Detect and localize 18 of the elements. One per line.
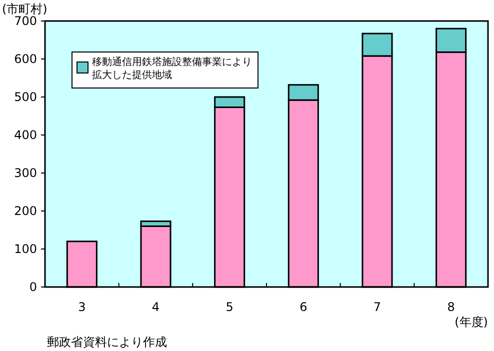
x-tick-label: 3 [78,300,86,314]
x-tick-label: 5 [226,300,234,314]
y-tick-label: 300 [14,166,37,180]
y-tick-label: 500 [14,90,37,104]
x-tick-label: 6 [300,300,308,314]
y-tick-label: 0 [29,280,37,294]
x-tick-label: 7 [373,300,382,314]
y-axis-title: (市町村) [2,2,48,16]
y-tick-label: 200 [14,204,37,218]
y-tick-label: 700 [14,14,37,28]
x-tick-label: 4 [152,300,160,314]
x-axis-title: (年度) [454,315,488,329]
y-tick-label: 100 [14,242,37,256]
y-tick-label: 400 [14,128,37,142]
x-tick-label: 8 [447,300,455,314]
text: 郵政省資料により作成 [47,335,167,349]
y-tick-label: 600 [14,52,37,66]
legend-label: 移動通信用鉄塔施設整備事業により拡大した提供地域 [92,56,253,82]
